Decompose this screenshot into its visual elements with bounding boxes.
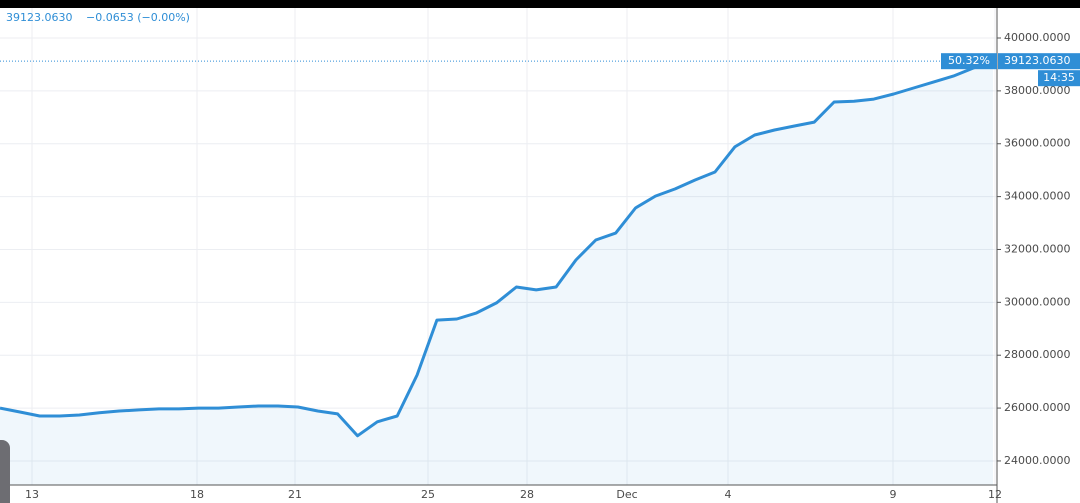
x-tick-label: 12 [988, 488, 1002, 501]
legend-price: 39123.0630 [6, 11, 72, 24]
x-tick-label: Dec [616, 488, 637, 501]
overlay-handle [0, 440, 10, 503]
area [0, 61, 993, 485]
legend-change: −0.0653 (−0.00%) [86, 11, 190, 24]
x-tick-label: 21 [288, 488, 302, 501]
plot [0, 59, 997, 485]
x-tick-label: 25 [421, 488, 435, 501]
y-tick-label: 28000.0000 [1004, 348, 1070, 361]
y-tick-label: 24000.0000 [1004, 454, 1070, 467]
line [0, 59, 994, 438]
x-tick-label: 4 [725, 488, 732, 501]
y-tick-label: 26000.0000 [1004, 401, 1070, 414]
price-badge [998, 53, 1080, 70]
y-tick-label: 40000.0000 [1004, 31, 1070, 44]
y-tick-label: 32000.0000 [1004, 242, 1070, 255]
x-tick-label: 13 [25, 488, 39, 501]
y-tick-label: 30000.0000 [1004, 295, 1070, 308]
y-tick-label: 34000.0000 [1004, 190, 1070, 203]
time-label: 14:35 [1043, 71, 1075, 84]
y-tick-label: 36000.0000 [1004, 137, 1070, 150]
time-badge [1038, 70, 1080, 87]
x-tick-label: 9 [890, 488, 897, 501]
axis-labels: 24000.0000 26000.0000 28000.0000 30000.0000… [25, 31, 1070, 501]
top-bar [0, 0, 1080, 8]
x-tick-label: 28 [520, 488, 534, 501]
percent-badge [941, 53, 997, 70]
y-tick-label: 38000.0000 [1004, 84, 1070, 97]
price-label: 39123.0630 [1004, 54, 1070, 67]
grid [0, 8, 997, 485]
x-tick-label: 18 [190, 488, 204, 501]
percent-label: 50.32% [948, 54, 990, 67]
